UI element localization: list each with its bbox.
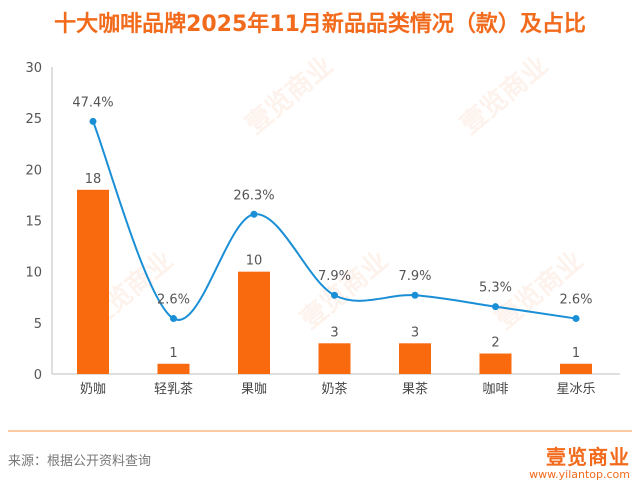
watermark: 壹览商业 xyxy=(240,50,340,141)
bar xyxy=(318,343,351,374)
bar-value-label: 1 xyxy=(169,346,177,361)
line-point xyxy=(331,291,338,299)
line-value-label: 26.3% xyxy=(233,188,274,203)
bar xyxy=(238,271,270,374)
line-value-label: 7.9% xyxy=(318,269,351,284)
bar-value-label: 18 xyxy=(85,172,102,187)
x-tick-label: 果茶 xyxy=(402,381,428,397)
line-point xyxy=(492,303,499,311)
bar xyxy=(560,363,592,374)
x-tick-label: 奶咖 xyxy=(80,382,106,397)
line-point xyxy=(411,291,419,299)
y-tick-label: 25 xyxy=(25,112,42,127)
bar xyxy=(479,353,512,374)
watermark: 壹览商业 xyxy=(295,245,395,336)
line-point xyxy=(572,315,580,323)
brand-logo: 壹览商业 www.yilantop.com xyxy=(529,441,630,481)
logo-url: www.yilantop.com xyxy=(529,468,630,481)
divider xyxy=(8,430,632,432)
watermark: 壹览商业 xyxy=(455,50,555,141)
line-value-label: 2.6% xyxy=(157,293,190,308)
y-tick-label: 10 xyxy=(25,266,42,281)
x-tick-label: 轻乳茶 xyxy=(154,381,193,397)
x-tick-label: 星冰乐 xyxy=(556,382,595,397)
source-note: 来源：根据公开资料查询 xyxy=(8,454,152,469)
bar-value-label: 1 xyxy=(572,346,580,361)
x-tick-label: 奶茶 xyxy=(321,381,347,397)
bar xyxy=(157,363,190,374)
line-value-label: 7.9% xyxy=(398,269,431,284)
x-tick-label: 果咖 xyxy=(241,382,267,397)
bar-value-label: 3 xyxy=(411,325,419,340)
bar-value-label: 10 xyxy=(246,254,263,269)
y-tick-label: 5 xyxy=(34,317,42,332)
y-tick-label: 30 xyxy=(25,61,42,76)
percentage-line xyxy=(92,121,577,321)
line-point xyxy=(89,117,97,125)
logo-text: 壹览商业 xyxy=(546,445,630,469)
x-tick-label: 咖啡 xyxy=(482,382,508,397)
y-tick-label: 15 xyxy=(25,215,42,230)
bar xyxy=(399,343,431,374)
line-value-label: 47.4% xyxy=(72,95,113,110)
line-point xyxy=(170,315,177,323)
y-tick-label: 20 xyxy=(25,163,42,178)
line-point xyxy=(250,210,258,218)
chart-title: 十大咖啡品牌2025年11月新品品类情况（款）及占比 xyxy=(54,12,586,37)
y-tick-label: 0 xyxy=(34,368,42,383)
bar-value-label: 3 xyxy=(330,325,338,340)
bar-value-label: 2 xyxy=(491,336,499,351)
line-value-label: 2.6% xyxy=(559,293,592,308)
bar xyxy=(77,189,109,374)
line-value-label: 5.3% xyxy=(479,281,512,296)
